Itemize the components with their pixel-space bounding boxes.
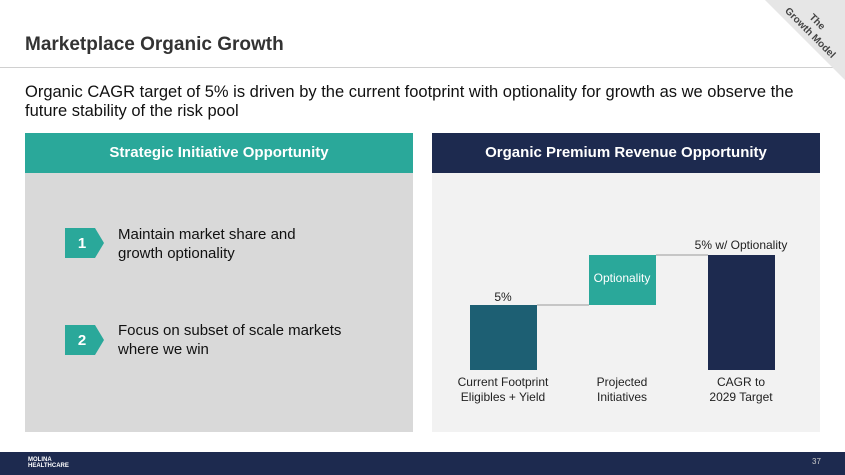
item-number: 1 (78, 235, 86, 252)
number-chevron: 1 (65, 228, 104, 258)
bar (589, 255, 656, 305)
item-text: Maintain market share and growth optiona… (118, 226, 296, 262)
category-label: 2029 Target (709, 390, 773, 404)
category-label: Current Footprint (458, 375, 549, 389)
category-label: Initiatives (597, 390, 647, 404)
number-chevron: 2 (65, 325, 104, 355)
footer-bar (0, 452, 845, 475)
bar-label: Optionality (594, 271, 651, 285)
bar-label: 5% (494, 290, 512, 304)
subtitle: Organic CAGR target of 5% is driven by t… (25, 83, 794, 120)
badge: The Growth Model (765, 0, 845, 80)
category-label: Eligibles + Yield (461, 390, 545, 404)
item-text: Focus on subset of scale markets where w… (118, 322, 342, 358)
panel-header: Organic Premium Revenue Opportunity (432, 133, 820, 173)
panel-body (25, 173, 413, 432)
divider (0, 67, 845, 68)
panel-header: Strategic Initiative Opportunity (25, 133, 413, 173)
bar-label: 5% w/ Optionality (695, 238, 788, 252)
category-label: Projected (597, 375, 648, 389)
page-number: 37 (812, 457, 821, 466)
category-label: CAGR to (717, 375, 765, 389)
waterfall-diagram: 5% Optionality 5% w/ Optionality Current… (458, 238, 788, 404)
slide-title: Marketplace Organic Growth (25, 34, 284, 55)
logo: MOLINA HEALTHCARE (28, 457, 69, 469)
bar (708, 255, 775, 370)
item-number: 2 (78, 332, 86, 349)
bar (470, 305, 537, 370)
